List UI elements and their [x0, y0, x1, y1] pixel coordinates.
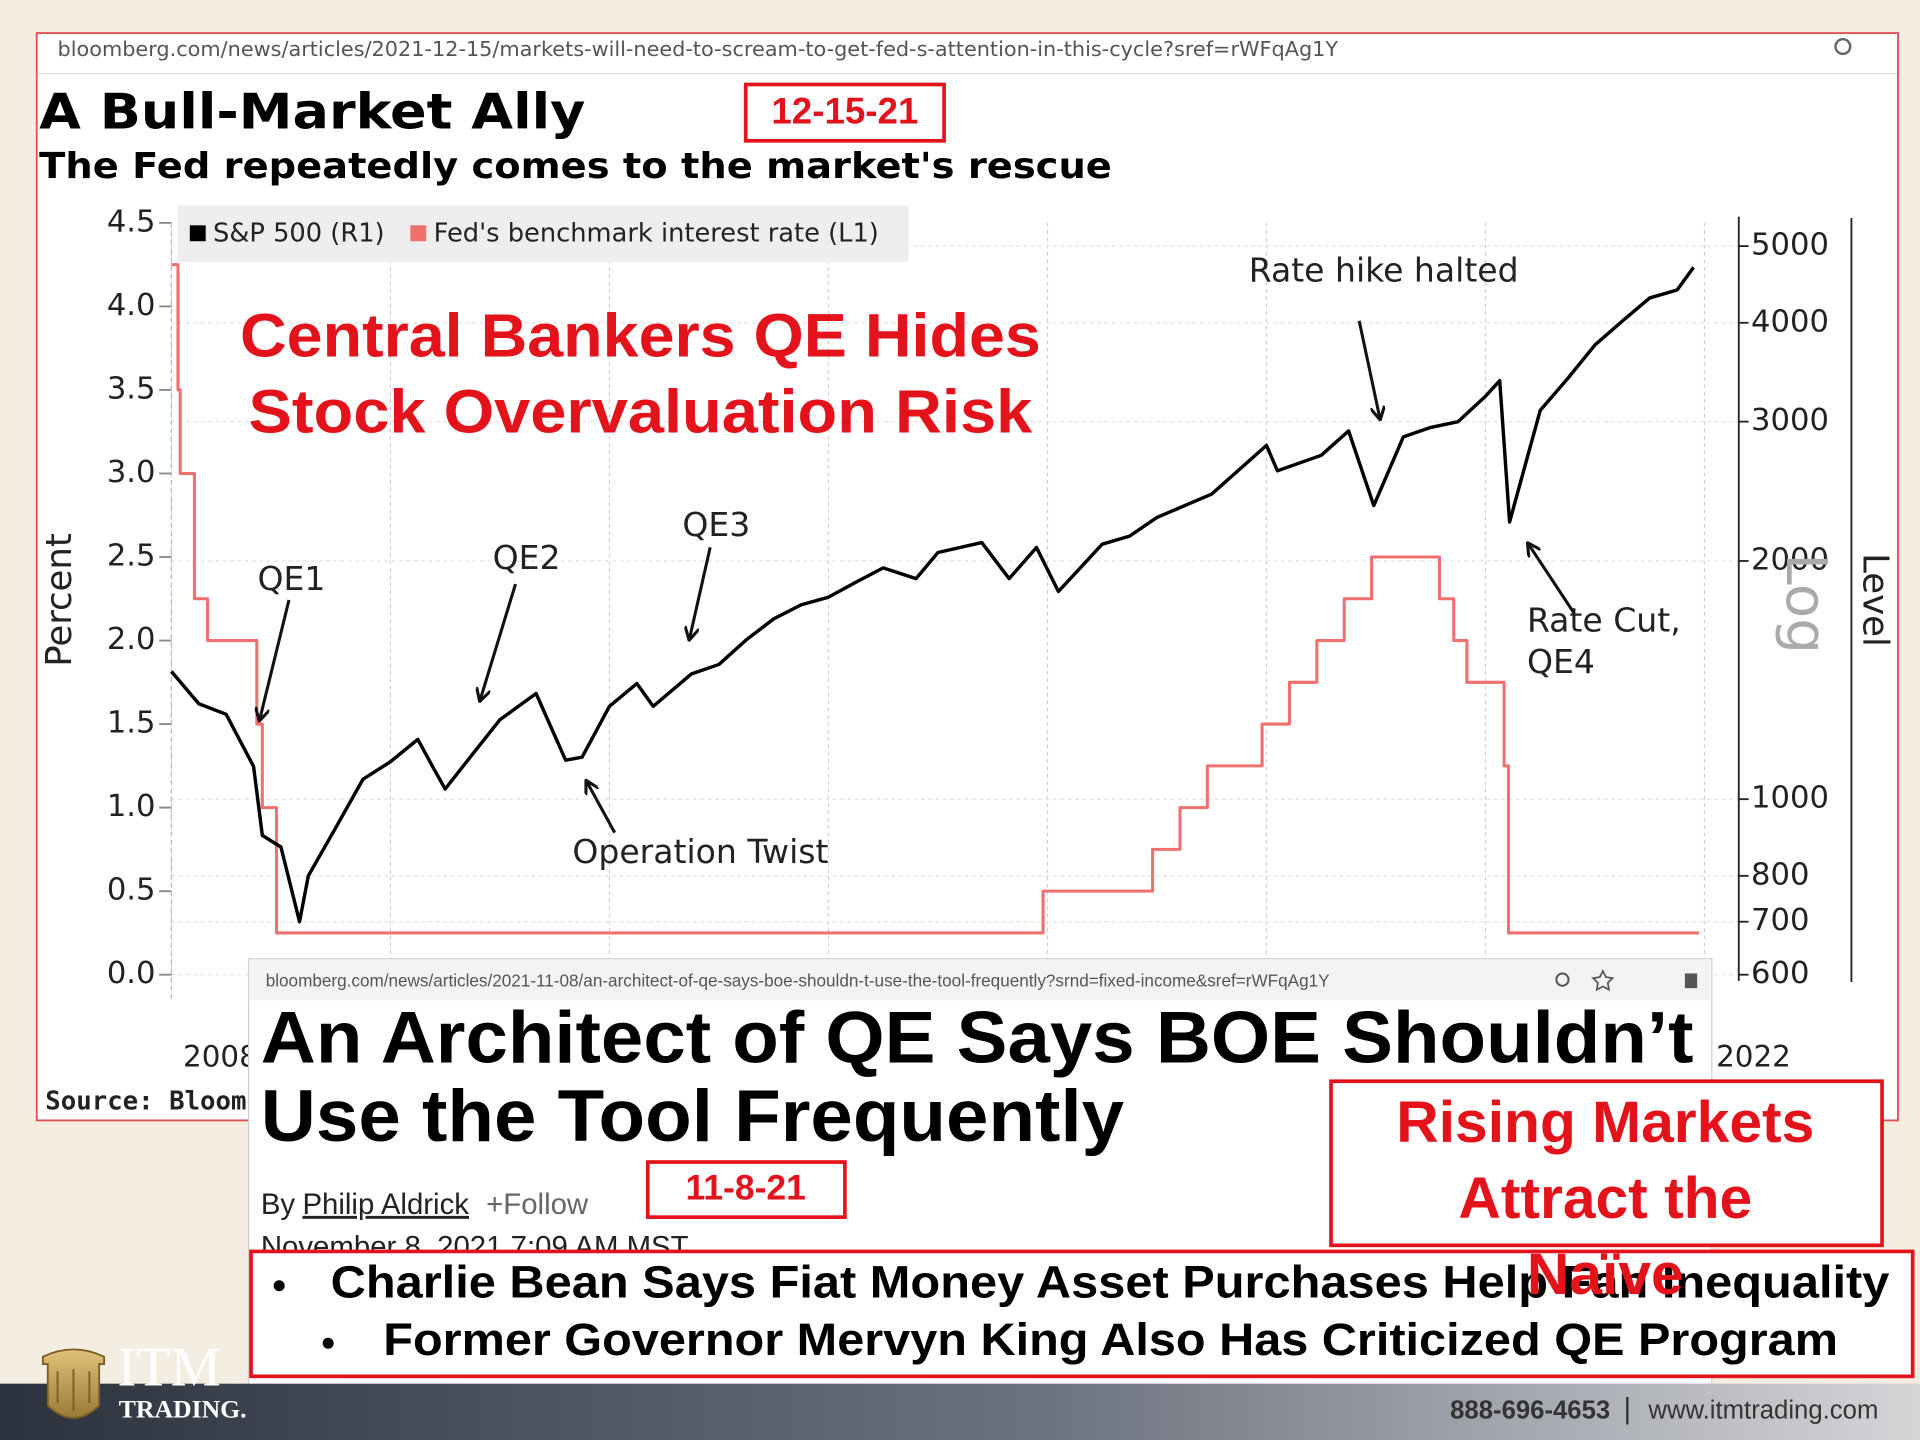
browser-url: bloomberg.com/news/articles/2021-12-15/m… — [58, 37, 1339, 61]
annotation: QE4 — [1527, 642, 1595, 681]
bullets-box — [249, 1249, 1915, 1379]
x-tick-label: 2022 — [1716, 1039, 1791, 1073]
y-tick-label: 2.0 — [107, 622, 156, 657]
article-browser-bar — [249, 960, 1711, 1001]
brand-name: ITM — [118, 1337, 221, 1399]
footer-phone: 888-696-4653 — [1450, 1397, 1610, 1425]
annotation-arrow — [480, 583, 517, 700]
callout-text: Rising Markets — [1396, 1090, 1814, 1155]
callout-box — [1329, 1079, 1884, 1248]
logo-mark — [41, 1348, 105, 1419]
article-url: bloomberg.com/news/articles/2021-11-08/a… — [266, 971, 1330, 991]
author-link[interactable]: Philip Aldrick — [302, 1188, 469, 1221]
footer-separator: | — [1624, 1392, 1632, 1425]
x-tick-label: 2008 — [183, 1039, 258, 1073]
y2-tick-label: 700 — [1751, 903, 1809, 938]
y-tick-label: 1.0 — [107, 789, 156, 824]
series-line — [170, 266, 1695, 924]
ext-icon — [1684, 973, 1698, 989]
footer-bar — [0, 1383, 1920, 1440]
annotation: Rate Cut, — [1527, 601, 1681, 640]
y-tick-label: 3.0 — [107, 455, 156, 490]
zoom-icon — [1555, 972, 1570, 987]
article-headline: Use the Tool Frequently — [261, 1074, 1124, 1157]
y-tick-label: 2.5 — [107, 539, 156, 574]
legend-label: S&P 500 (R1) — [213, 218, 385, 248]
legend-box — [177, 205, 909, 263]
y-tick-label: 1.5 — [107, 706, 156, 741]
star-icon — [1591, 969, 1615, 992]
y2-axis-label: Level — [1854, 553, 1895, 647]
zoom-icon — [1834, 37, 1852, 56]
bullet-dot — [322, 1337, 334, 1349]
overlay-heading: Central Bankers QE Hides — [240, 302, 1041, 370]
date-stamp: 12-15-21 — [771, 91, 918, 132]
y-tick-label: 4.5 — [107, 204, 156, 239]
legend-label: Fed's benchmark interest rate (L1) — [434, 218, 879, 248]
legend-swatch — [410, 225, 427, 242]
y-axis-label: Percent — [39, 533, 80, 667]
y-tick-label: 0.0 — [107, 956, 156, 991]
byline-prefix: By — [261, 1188, 296, 1221]
annotation: Rate hike halted — [1249, 250, 1519, 289]
y-tick-label: 0.5 — [107, 873, 156, 908]
footer-website: www.itmtrading.com — [1647, 1397, 1878, 1425]
y2-tick-label: 800 — [1751, 857, 1809, 892]
y-tick-label: 4.0 — [107, 288, 156, 323]
annotation: QE3 — [682, 505, 750, 544]
annotation-arrow — [260, 599, 291, 720]
y2-tick-label: 5000 — [1751, 228, 1829, 263]
bullet-text: Charlie Bean Says Fiat Money Asset Purch… — [331, 1257, 1890, 1308]
y2-tick-label: 4000 — [1751, 304, 1829, 339]
annotation-arrow — [1528, 544, 1575, 614]
overlay-heading: Stock Overvaluation Risk — [249, 377, 1034, 445]
y-tick-label: 3.5 — [107, 371, 156, 406]
annotation-arrow — [689, 547, 712, 639]
annotation: QE1 — [257, 559, 325, 598]
annotation: Operation Twist — [572, 832, 828, 871]
y2-tick-label: 600 — [1751, 956, 1809, 991]
date-stamp-box — [645, 1160, 847, 1219]
bullet-dot — [273, 1280, 285, 1292]
date-stamp: 11-8-21 — [686, 1168, 806, 1208]
date-stamp-box — [743, 82, 946, 143]
callout-text: Naïve — [1527, 1242, 1684, 1307]
callout-text: Attract the — [1458, 1166, 1752, 1231]
follow-link[interactable]: +Follow — [486, 1188, 589, 1221]
chart-subtitle: The Fed repeatedly comes to the market's… — [39, 146, 1112, 187]
scale-watermark: Log — [1773, 553, 1838, 654]
bullet-text: Former Governor Mervyn King Also Has Cri… — [383, 1314, 1838, 1365]
series-line — [171, 263, 1700, 935]
legend-swatch — [189, 225, 206, 242]
y2-tick-label: 1000 — [1751, 781, 1829, 816]
annotation: QE2 — [493, 538, 561, 577]
chart-title: A Bull-Market Ally — [39, 84, 585, 141]
brand-sub: TRADING. — [119, 1395, 247, 1424]
y2-tick-label: 2000 — [1751, 542, 1829, 577]
annotation-arrow — [1357, 320, 1380, 419]
y2-tick-label: 3000 — [1751, 403, 1829, 438]
article-headline: An Architect of QE Says BOE Shouldn’t — [261, 996, 1694, 1079]
annotation-arrow — [587, 781, 617, 834]
